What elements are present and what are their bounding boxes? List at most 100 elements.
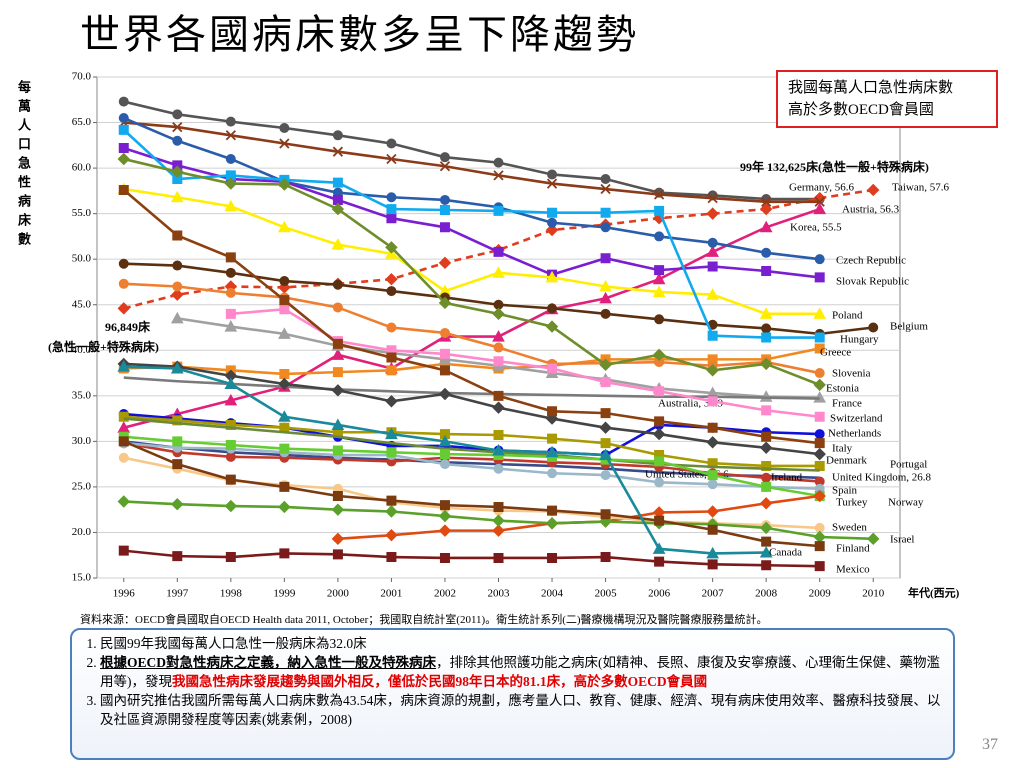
point-marker xyxy=(172,230,183,241)
series-label: Czech Republic xyxy=(836,255,906,267)
point-marker xyxy=(492,401,505,414)
point-marker xyxy=(547,433,558,444)
point-marker xyxy=(654,265,665,276)
point-marker xyxy=(332,302,343,313)
point-marker xyxy=(118,436,129,447)
point-marker xyxy=(493,429,504,440)
point-marker xyxy=(706,546,719,559)
x-tick-label: 2007 xyxy=(702,588,725,600)
point-marker xyxy=(545,320,559,333)
point-marker xyxy=(493,246,504,257)
point-marker xyxy=(438,434,452,447)
point-marker xyxy=(813,378,826,392)
point-marker xyxy=(172,260,183,271)
point-marker xyxy=(547,406,558,417)
point-marker xyxy=(225,116,236,127)
point-marker xyxy=(761,266,772,277)
series-label: Denmark xyxy=(826,455,867,467)
note-highlight: 我國急性病床發展趨勢與國外相反，僅低於民國98年日本的81.1床，高於多數OEC… xyxy=(172,674,708,689)
series-line xyxy=(123,100,820,201)
point-marker xyxy=(814,411,825,422)
point-marker xyxy=(332,445,343,456)
y-tick-label: 55.0 xyxy=(72,207,92,219)
point-marker xyxy=(386,192,397,203)
point-marker xyxy=(492,330,505,342)
note-text: 國內研究推估我國所需每萬人口病床數為43.54床，病床資源的規劃，應考量人口、教… xyxy=(100,693,941,727)
point-marker xyxy=(224,320,238,332)
point-marker xyxy=(118,113,129,123)
point-marker xyxy=(439,327,450,338)
point-marker xyxy=(332,177,343,188)
point-marker xyxy=(547,505,558,516)
point-marker xyxy=(814,561,825,572)
y-tick-label: 35.0 xyxy=(72,389,92,401)
point-marker xyxy=(600,470,611,481)
point-marker xyxy=(385,427,398,440)
x-tick-label: 2008 xyxy=(755,588,778,600)
point-marker xyxy=(599,358,612,372)
point-marker xyxy=(172,459,183,470)
point-marker xyxy=(172,135,183,146)
point-marker xyxy=(814,196,825,207)
point-marker xyxy=(279,276,290,287)
point-marker xyxy=(332,338,343,349)
point-marker xyxy=(652,427,666,441)
point-marker xyxy=(706,288,719,300)
point-marker xyxy=(813,307,827,319)
point-marker xyxy=(868,322,879,333)
point-marker xyxy=(439,161,451,172)
point-marker xyxy=(493,157,504,168)
point-marker xyxy=(706,505,719,518)
point-marker xyxy=(761,536,772,547)
point-marker xyxy=(547,552,558,563)
series-label: Israel xyxy=(890,534,914,546)
point-marker xyxy=(171,165,184,178)
series-label: Canada xyxy=(769,547,802,559)
notes-box: 民國99年我國每萬人口急性一般病床為32.0床 根據OECD對急性病床之定義，納… xyxy=(70,628,955,760)
point-marker xyxy=(867,532,880,546)
callout-line: 高於多數OECD會員國 xyxy=(788,102,934,118)
source-note: 資料來源：OECD會員國取自OECD Health data 2011, Oct… xyxy=(80,614,768,626)
point-marker xyxy=(118,545,129,556)
point-marker xyxy=(814,460,825,471)
point-marker xyxy=(493,356,504,367)
x-tick-label: 1996 xyxy=(113,588,136,600)
annotation: (急性一般+特殊病床) xyxy=(48,340,159,354)
point-marker xyxy=(118,278,129,289)
series-line xyxy=(122,188,820,445)
point-marker xyxy=(225,170,236,181)
point-marker xyxy=(706,364,719,377)
point-marker xyxy=(814,272,825,283)
point-marker xyxy=(331,532,345,546)
point-marker xyxy=(600,377,611,388)
point-marker xyxy=(759,521,773,535)
y-tick-label: 60.0 xyxy=(72,162,92,174)
point-marker xyxy=(707,193,718,204)
point-marker xyxy=(331,238,345,250)
point-marker xyxy=(224,377,238,389)
y-tick-label: 70.0 xyxy=(72,71,92,83)
point-marker xyxy=(332,194,343,205)
series-line xyxy=(123,415,820,468)
point-marker xyxy=(761,332,772,343)
point-marker xyxy=(118,258,129,269)
point-marker xyxy=(439,204,450,215)
point-marker xyxy=(172,160,183,171)
point-marker xyxy=(600,183,611,195)
series-line xyxy=(123,440,820,480)
point-marker xyxy=(225,474,236,485)
point-marker xyxy=(653,189,665,200)
point-marker xyxy=(224,177,238,190)
point-marker xyxy=(118,184,129,195)
point-marker xyxy=(331,503,345,516)
point-marker xyxy=(386,552,397,563)
point-marker xyxy=(279,443,290,454)
point-marker xyxy=(172,121,183,133)
point-marker xyxy=(331,418,345,430)
series-label: Austria, 56.3 xyxy=(842,204,900,216)
point-marker xyxy=(654,416,665,427)
point-marker xyxy=(438,387,452,401)
point-marker xyxy=(707,470,718,481)
y-tick-label: 20.0 xyxy=(72,526,92,538)
